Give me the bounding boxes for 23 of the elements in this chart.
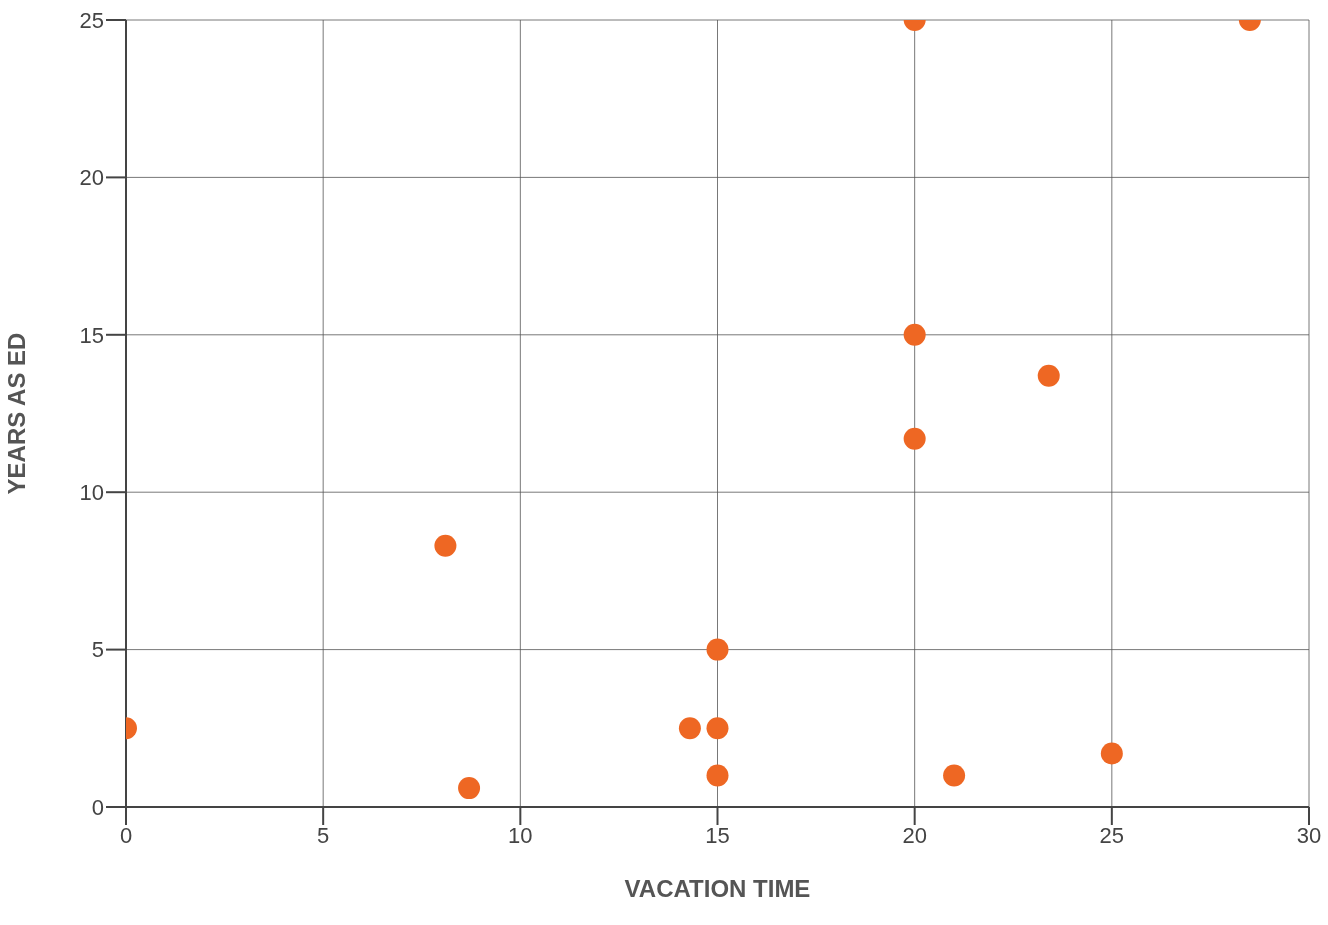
point xyxy=(706,717,729,740)
y-tick-label: 20 xyxy=(79,165,104,191)
point xyxy=(706,764,729,787)
point xyxy=(434,534,457,557)
point xyxy=(458,777,481,800)
x-tick-label: 10 xyxy=(508,822,533,848)
x-tick-label: 25 xyxy=(1099,822,1125,848)
y-tick-label: 5 xyxy=(91,637,104,663)
point xyxy=(678,717,701,740)
x-tick-label: 5 xyxy=(317,822,330,848)
y-tick-label: 15 xyxy=(79,322,104,348)
x-tick-label: 0 xyxy=(119,822,133,848)
point xyxy=(1100,742,1123,765)
x-tick-label: 30 xyxy=(1296,822,1322,848)
x-tick-label: 15 xyxy=(705,822,730,848)
y-tick-label: 0 xyxy=(91,794,104,820)
y-tick-label: 10 xyxy=(79,480,104,506)
y-tick-label: 25 xyxy=(79,7,104,33)
y-axis-title: YEARS AS ED xyxy=(2,332,30,495)
x-tick-label: 20 xyxy=(902,822,927,848)
point xyxy=(706,638,729,661)
x-axis-title: VACATION TIME xyxy=(624,875,811,902)
point xyxy=(943,764,966,787)
